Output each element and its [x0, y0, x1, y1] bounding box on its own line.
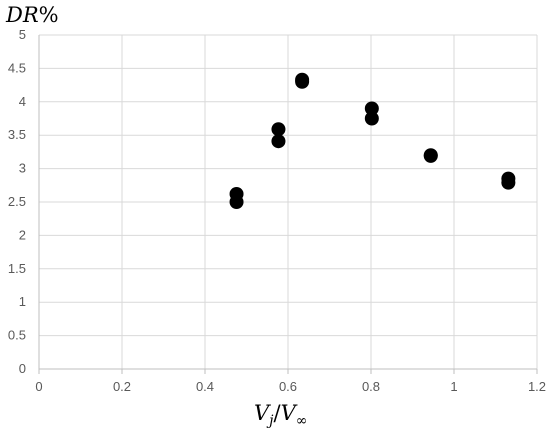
x-tick-label: 1 — [450, 379, 457, 394]
x-tick-label: 0.6 — [279, 379, 297, 394]
y-axis-title-suffix: % — [39, 3, 59, 27]
x-axis-title-v2: V — [281, 401, 298, 425]
x-tick-label: 0.8 — [362, 379, 380, 394]
x-axis-title: Vj/V∞ — [254, 401, 307, 429]
y-tick-label: 5 — [19, 27, 26, 42]
y-axis-title: DR% — [5, 3, 59, 27]
data-point — [364, 101, 379, 116]
data-point — [423, 148, 438, 163]
y-tick-label: 3.5 — [8, 127, 26, 142]
x-axis-title-sub1: j — [266, 413, 274, 429]
data-point — [271, 134, 286, 149]
x-tick-label: 0 — [35, 379, 42, 394]
x-axis-title-v1: V — [254, 401, 271, 425]
x-tick-labels: 0 0.2 0.4 0.6 0.8 1 1.2 — [35, 379, 546, 394]
y-tick-label: 0.5 — [8, 328, 26, 343]
gridlines — [39, 34, 538, 369]
y-axis-title-prefix: DR — [5, 3, 39, 27]
data-point — [501, 175, 516, 190]
y-tick-label: 1.5 — [8, 261, 26, 276]
x-tick-label: 0.2 — [113, 379, 131, 394]
data-point — [229, 195, 244, 209]
x-tick-label: 1.2 — [528, 379, 546, 394]
data-points — [229, 72, 516, 209]
y-tick-label: 2 — [19, 227, 26, 242]
y-tick-labels: 0 0.5 1 1.5 2 2.5 3 3.5 4 4.5 5 — [8, 27, 26, 376]
data-point — [271, 122, 286, 137]
y-tick-label: 3 — [19, 161, 26, 176]
data-point — [364, 111, 379, 126]
x-axis-title-slash: / — [274, 401, 282, 425]
y-tick-label: 2.5 — [8, 194, 26, 209]
y-tick-label: 0 — [19, 361, 26, 376]
data-point — [295, 74, 310, 89]
axes — [38, 35, 538, 374]
y-tick-label: 1 — [19, 294, 26, 309]
x-axis-title-sub2: ∞ — [296, 413, 308, 429]
y-tick-label: 4 — [19, 94, 26, 109]
x-tick-label: 0.4 — [196, 379, 214, 394]
y-tick-label: 4.5 — [8, 60, 26, 75]
